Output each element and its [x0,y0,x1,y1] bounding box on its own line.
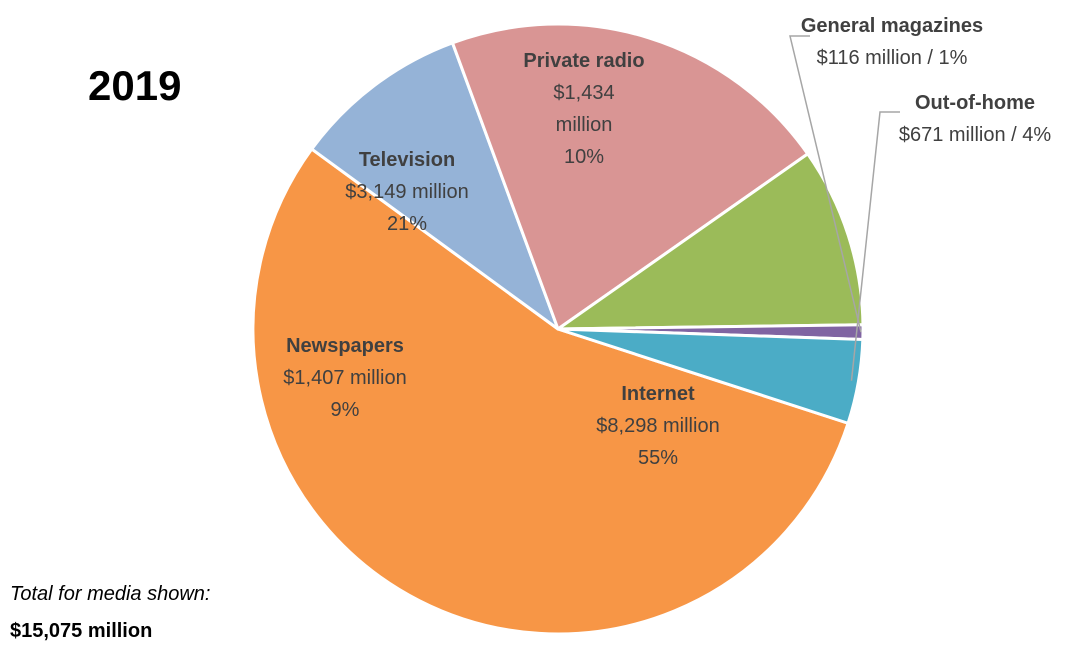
slice-value-newspapers-1: $1,407 million [283,367,406,389]
slice-value-private-radio-2: million [556,114,613,136]
slice-value-out-of-home-1: $671 million / 4% [899,124,1052,146]
slice-name-private-radio: Private radio [523,50,644,72]
slice-value-internet-2: 55% [638,447,678,469]
total-value: $15,075 million [10,620,153,642]
pie-slice-internet [251,147,850,636]
slice-name-out-of-home: Out-of-home [915,92,1035,114]
pie-slice-television [450,22,810,331]
slice-value-private-radio-3: 10% [564,146,604,168]
pie-slice-newspapers [310,41,560,331]
pie-slice-out-of-home [556,327,865,425]
slice-labels: Internet $8,298 million 55% Newspapers $1,40… [283,15,1051,469]
slice-name-internet: Internet [621,383,695,405]
slice-value-general-magazines-1: $116 million / 1% [817,47,968,69]
leader-line-general-magazines [789,35,862,333]
slice-name-newspapers: Newspapers [286,335,404,357]
slice-value-television-1: $3,149 million [345,181,468,203]
slice-value-newspapers-2: 9% [331,399,360,421]
pie-slices [251,22,865,636]
slice-value-internet-1: $8,298 million [596,415,719,437]
leader-lines [789,35,900,381]
chart-title: 2019 [88,62,182,109]
pie-slice-private-radio [556,152,865,331]
slice-value-private-radio-1: $1,434 [553,82,614,104]
total-label: Total for media shown: [10,583,211,605]
slice-name-television: Television [359,149,455,171]
slice-value-television-2: 21% [387,213,427,235]
slice-name-general-magazines: General magazines [801,15,983,37]
leader-line-out-of-home [850,111,900,381]
